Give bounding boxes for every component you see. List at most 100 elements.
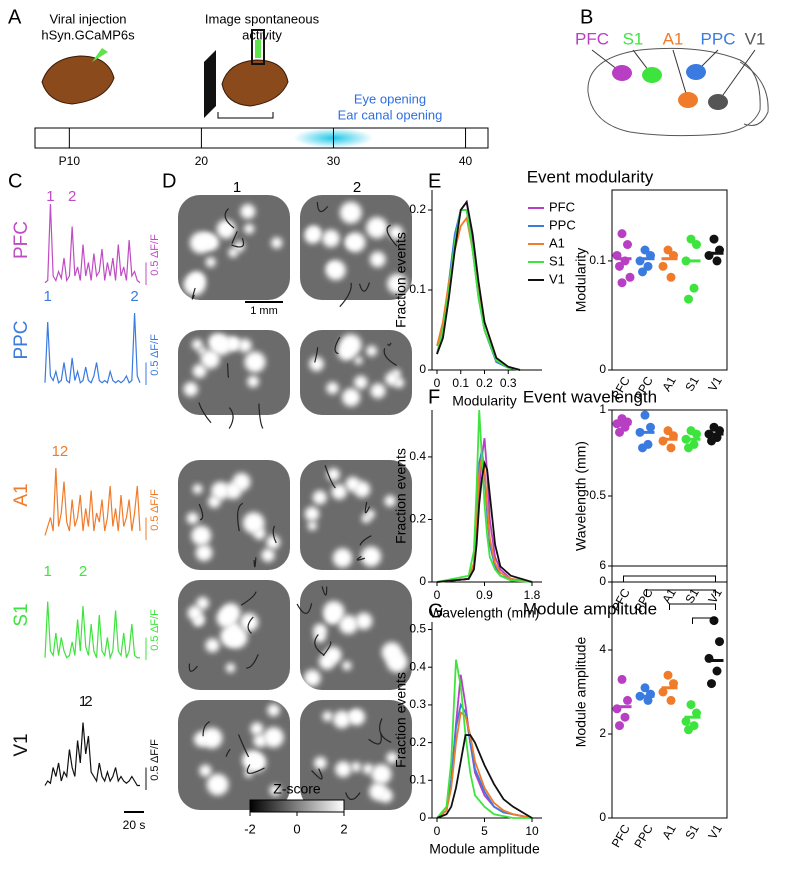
- x-axis-label: Modularity: [452, 393, 517, 409]
- activity-spot: [201, 727, 223, 749]
- y-tick-label: 0.4: [409, 449, 426, 463]
- scale-label: 0.5 ΔF/F: [149, 609, 161, 651]
- x-tick-label: A1: [659, 586, 679, 606]
- timeline-tick-label: 40: [459, 154, 473, 168]
- panel-label: A: [8, 6, 22, 28]
- region-area: [708, 94, 728, 110]
- event-number: 1: [46, 188, 54, 205]
- data-point: [640, 683, 650, 693]
- activity-spot: [271, 237, 283, 249]
- chart-title: Event wavelength: [523, 387, 657, 406]
- column-label: 2: [353, 179, 361, 196]
- activity-spot: [365, 509, 375, 519]
- event-number: 1: [52, 443, 60, 460]
- activity-spot: [304, 506, 320, 522]
- activity-spot: [366, 216, 388, 239]
- region-name: PFC: [11, 221, 32, 259]
- activity-spot: [314, 756, 327, 770]
- activity-spot: [244, 351, 266, 373]
- activity-spot: [366, 345, 377, 357]
- activity-spot: [250, 722, 264, 736]
- histogram-line: [436, 456, 533, 583]
- vessel: [226, 363, 230, 378]
- chart-title: Event modularity: [527, 167, 654, 186]
- vessel: [334, 336, 341, 355]
- timeline-tick-label: 30: [327, 154, 341, 168]
- imaging-text: activity: [242, 27, 282, 42]
- activity-spot: [263, 727, 284, 748]
- data-point: [658, 687, 668, 697]
- y-tick-label: 0.4: [409, 659, 426, 673]
- vessel: [379, 718, 392, 744]
- x-tick-label: A1: [659, 822, 679, 842]
- activity-spot: [322, 711, 333, 722]
- panel-label: D: [162, 170, 176, 192]
- activity-spot: [337, 343, 355, 361]
- y-tick-label: 0: [419, 810, 426, 824]
- x-tick-label: 5: [481, 824, 488, 838]
- activity-spot: [323, 601, 345, 623]
- activity-spot: [339, 201, 362, 224]
- vessel: [231, 231, 238, 244]
- vessel: [322, 641, 332, 657]
- region-name: A1: [11, 483, 32, 506]
- x-tick-label: S1: [682, 822, 702, 842]
- data-point: [615, 721, 624, 731]
- activity-spot: [370, 383, 386, 399]
- plot-frame: [611, 565, 728, 819]
- vessel: [364, 501, 371, 514]
- activity-spot: [325, 260, 346, 281]
- vessel: [272, 525, 277, 544]
- vessel: [253, 557, 257, 568]
- trace: [44, 722, 140, 787]
- activity-spot: [342, 661, 352, 671]
- legend-label: PPC: [549, 217, 576, 232]
- vessel: [311, 768, 323, 780]
- timeline-tick-label: P10: [59, 154, 81, 168]
- activity-spot: [303, 669, 321, 687]
- vessel: [358, 282, 370, 292]
- vessel: [237, 502, 244, 532]
- y-axis-label: Fraction events: [393, 232, 409, 328]
- data-point: [666, 272, 676, 282]
- x-tick-label: PFC: [609, 822, 633, 850]
- activity-spot: [371, 764, 392, 785]
- activity-spot: [384, 495, 396, 507]
- region-name: V1: [11, 733, 32, 756]
- scale-label: 0.5 ΔF/F: [149, 234, 161, 276]
- activity-spot: [192, 484, 203, 494]
- region-area: [612, 65, 632, 81]
- vessel: [188, 663, 198, 672]
- event-number: 2: [130, 288, 138, 305]
- vessel: [224, 208, 235, 229]
- x-tick-label: 1.8: [524, 588, 541, 602]
- injection-text: hSyn.GCaMP6s: [41, 27, 135, 42]
- y-tick-label: 0.5: [409, 622, 426, 636]
- scale-label: 1 mm: [250, 305, 278, 317]
- brain-outline: [739, 61, 769, 126]
- data-point: [623, 240, 632, 250]
- panel-label: E: [428, 170, 441, 192]
- data-point: [707, 436, 716, 446]
- significance-bracket: [692, 617, 716, 624]
- x-tick-label: 10: [525, 824, 539, 838]
- activity-spot: [362, 763, 374, 775]
- data-point: [686, 700, 696, 710]
- activity-spot: [225, 663, 236, 673]
- activity-spot: [232, 472, 251, 491]
- cortex-image: [300, 460, 412, 570]
- column-label: 1: [233, 179, 241, 196]
- vessel: [202, 721, 211, 737]
- chart-title: Module amplitude: [523, 599, 657, 618]
- timeline-bar: [34, 127, 489, 149]
- scale-label: 0.5 ΔF/F: [149, 739, 161, 781]
- event-number: 1: [79, 693, 87, 710]
- data-point: [684, 294, 693, 304]
- vessel: [247, 616, 254, 634]
- activity-spot: [211, 481, 230, 500]
- activity-spot: [338, 614, 358, 635]
- data-point: [681, 716, 691, 726]
- vessel: [386, 224, 398, 247]
- region-pointer: [717, 49, 756, 103]
